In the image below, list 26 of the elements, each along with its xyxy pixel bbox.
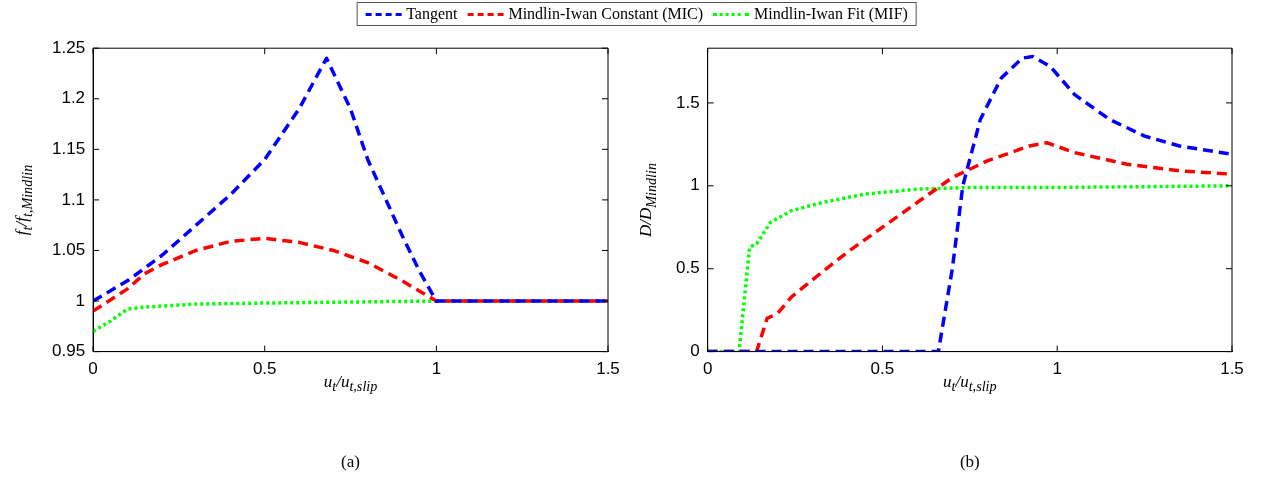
y-tick-label: 0 <box>690 341 700 361</box>
x-tick-label: 1.5 <box>1220 359 1244 379</box>
y-tick-label: 1 <box>75 290 86 310</box>
x-tick-label: 0.5 <box>252 359 277 379</box>
text: (a) <box>341 452 360 472</box>
x-tick-label: 0.5 <box>870 359 895 379</box>
x-axis-title: u$_{t}$/u$_{t,slip}$ <box>323 372 378 396</box>
y-tick-label: 1 <box>690 175 700 195</box>
legend-label: Tangent <box>406 5 458 23</box>
line-series <box>93 56 608 303</box>
x-tick-label: 1 <box>431 359 442 379</box>
y-tick-label: 1.05 <box>51 240 86 260</box>
y-tick-label: 1.1 <box>61 189 86 209</box>
x-axis-title: u$_{t}$/u$_{t,slip}$ <box>943 372 997 396</box>
x-tick-label: 1 <box>1052 359 1062 379</box>
y-tick-label: 1.2 <box>61 88 86 108</box>
x-tick-label: 1.5 <box>596 359 620 379</box>
line-series <box>93 236 608 313</box>
text: (b) <box>959 452 980 472</box>
y-tick-label: 1.5 <box>675 92 700 112</box>
y-tick-label: 0.95 <box>51 341 86 361</box>
y-tick-label: 1.25 <box>51 37 86 57</box>
legend-label: Mindlin-Iwan Constant (MIC) <box>508 5 704 23</box>
y-tick-label: 0.5 <box>675 258 700 278</box>
legend-label: Mindlin-Iwan Fit (MIF) <box>754 5 908 23</box>
y-tick-label: 1.15 <box>51 139 86 159</box>
